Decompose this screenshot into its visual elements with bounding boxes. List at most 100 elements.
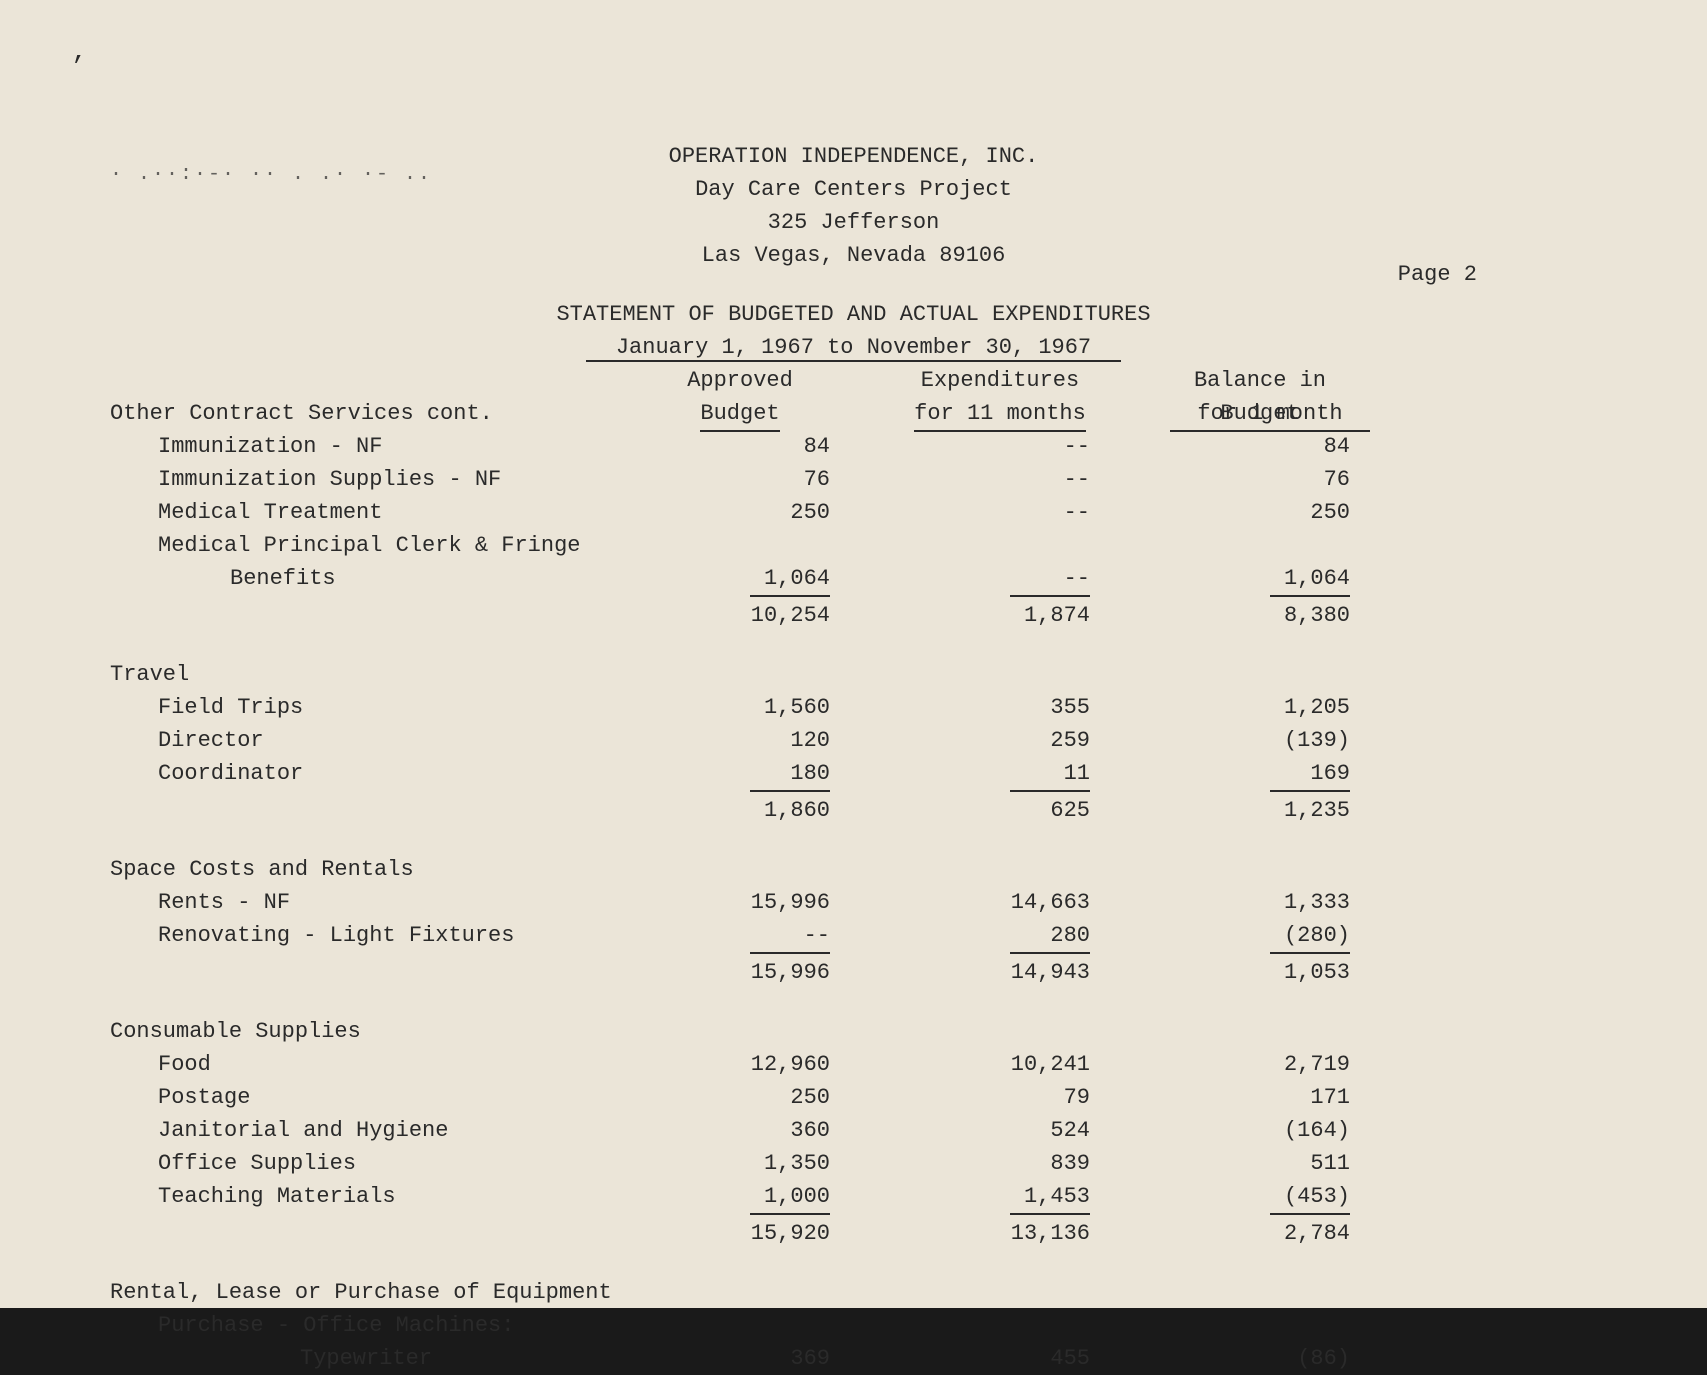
cell-exp: 10,241 [910, 1048, 1090, 1081]
section-title-row: Rental, Lease or Purchase of Equipment [110, 1276, 1597, 1309]
cell-bal: (453) [1170, 1180, 1350, 1215]
cell-bal: 1,205 [1170, 691, 1350, 724]
line-item-label: Food [158, 1048, 678, 1081]
total-cell-bal: 1,235 [1170, 790, 1350, 827]
table-row: Director120259(139) [110, 724, 1597, 757]
total-cell-bal: 8,380 [1170, 595, 1350, 632]
section-title-row: Travel [110, 658, 1597, 691]
cell-budget: 12,960 [650, 1048, 830, 1081]
total-cell-exp: 1,874 [910, 595, 1090, 632]
cell-exp: -- [910, 463, 1090, 496]
table-row: Field Trips1,560 355 1,205 [110, 691, 1597, 724]
col-bal-header-2: for 1 month [1170, 397, 1350, 432]
cell-exp: -- [910, 562, 1090, 597]
cell-exp: 79 [910, 1081, 1090, 1114]
table-row: Office Supplies1,350839511 [110, 1147, 1597, 1180]
line-item-label: Immunization - NF [158, 430, 678, 463]
col-budget-header-2: Budget [650, 397, 830, 432]
cell-budget: 250 [650, 496, 830, 529]
table-row: Purchase - Office Machines: [110, 1309, 1597, 1342]
cell-bal: (86) [1170, 1342, 1350, 1375]
cell-budget: -- [650, 919, 830, 954]
section-title: Space Costs and Rentals [110, 853, 630, 886]
cell-bal: 511 [1170, 1147, 1350, 1180]
statement-title: STATEMENT OF BUDGETED AND ACTUAL EXPENDI… [110, 298, 1597, 331]
cell-bal: 1,333 [1170, 886, 1350, 919]
cell-budget: 76 [650, 463, 830, 496]
cell-bal: 2,719 [1170, 1048, 1350, 1081]
line-item-label: Immunization Supplies - NF [158, 463, 678, 496]
col-budget-header-1: Approved [650, 364, 830, 397]
total-cell-budget: 15,996 [650, 952, 830, 989]
section-title: Rental, Lease or Purchase of Equipment [110, 1276, 630, 1309]
table-row: Medical Principal Clerk & Fringe [110, 529, 1597, 562]
line-item-label: Field Trips [158, 691, 678, 724]
cell-bal: (164) [1170, 1114, 1350, 1147]
total-cell-exp: 625 [910, 790, 1090, 827]
cell-budget: 1,350 [650, 1147, 830, 1180]
section-title: Travel [110, 658, 630, 691]
cell-bal: 169 [1170, 757, 1350, 792]
table-row: Renovating - Light Fixtures--280(280) [110, 919, 1597, 952]
statement-period-text: January 1, 1967 to November 30, 1967 [586, 335, 1121, 362]
cell-bal: 171 [1170, 1081, 1350, 1114]
total-cell-exp: 14,943 [910, 952, 1090, 989]
cell-budget: 360 [650, 1114, 830, 1147]
cell-exp: 455 [910, 1342, 1090, 1375]
page-number: Page 2 [1398, 258, 1477, 291]
line-item-label: Office Supplies [158, 1147, 678, 1180]
cell-budget: 15,996 [650, 886, 830, 919]
line-item-label: Medical Principal Clerk & Fringe [158, 529, 678, 562]
cell-bal: 250 [1170, 496, 1350, 529]
section-total-row: 15,92013,1362,784 [110, 1213, 1597, 1246]
stray-mark: ’ [70, 48, 86, 87]
line-item-label: Teaching Materials [158, 1180, 678, 1213]
cell-exp: 524 [910, 1114, 1090, 1147]
total-cell-budget: 10,254 [650, 595, 830, 632]
cell-exp: 1,453 [910, 1180, 1090, 1215]
total-cell-bal: 1,053 [1170, 952, 1350, 989]
cell-exp: 259 [910, 724, 1090, 757]
section-total-row: 15,99614,9431,053 [110, 952, 1597, 985]
total-cell-bal: 2,784 [1170, 1213, 1350, 1250]
cell-exp: -- [910, 496, 1090, 529]
section-title: Consumable Supplies [110, 1015, 630, 1048]
cell-budget: 84 [650, 430, 830, 463]
table-row: Typewriter369455(86) [110, 1342, 1597, 1375]
statement-period: January 1, 1967 to November 30, 1967 [110, 331, 1597, 364]
section-title-0: Other Contract Services cont. [110, 397, 630, 430]
cell-exp: 11 [910, 757, 1090, 792]
column-header-row-2: Other Contract Services cont. Budget for… [110, 397, 1597, 430]
table-row: Coordinator180 11 169 [110, 757, 1597, 790]
cell-budget: 1,560 [650, 691, 830, 724]
table-row: Food12,960 10,241 2,719 [110, 1048, 1597, 1081]
table-row: Janitorial and Hygiene360 524 (164) [110, 1114, 1597, 1147]
cell-budget: 369 [650, 1342, 830, 1375]
financial-table-body: Immunization - NF84--84Immunization Supp… [110, 430, 1597, 1375]
cell-exp: 355 [910, 691, 1090, 724]
section-title-row: Space Costs and Rentals [110, 853, 1597, 886]
cell-bal: (139) [1170, 724, 1350, 757]
cell-budget: 250 [650, 1081, 830, 1114]
col-exp-header-2: for 11 months [910, 397, 1090, 432]
cell-budget: 180 [650, 757, 830, 792]
line-item-label: Purchase - Office Machines: [158, 1309, 678, 1342]
line-item-label: Director [158, 724, 678, 757]
cell-bal: 1,064 [1170, 562, 1350, 597]
table-row: Postage25079171 [110, 1081, 1597, 1114]
document-page: ’ · .··:·-· ·· . .· ·- .. OPERATION INDE… [0, 0, 1707, 1308]
total-cell-budget: 1,860 [650, 790, 830, 827]
line-item-label: Medical Treatment [158, 496, 678, 529]
section-total-row: 1,8606251,235 [110, 790, 1597, 823]
table-row: Immunization Supplies - NF76--76 [110, 463, 1597, 496]
line-item-label: Rents - NF [158, 886, 678, 919]
table-row: Medical Treatment250--250 [110, 496, 1597, 529]
cell-bal: 84 [1170, 430, 1350, 463]
line-item-label: Coordinator [158, 757, 678, 790]
address-line-1: 325 Jefferson [110, 206, 1597, 239]
total-cell-budget: 15,920 [650, 1213, 830, 1250]
cell-budget: 1,064 [650, 562, 830, 597]
cell-bal: (280) [1170, 919, 1350, 954]
cell-exp: 14,663 [910, 886, 1090, 919]
line-item-label: Janitorial and Hygiene [158, 1114, 678, 1147]
